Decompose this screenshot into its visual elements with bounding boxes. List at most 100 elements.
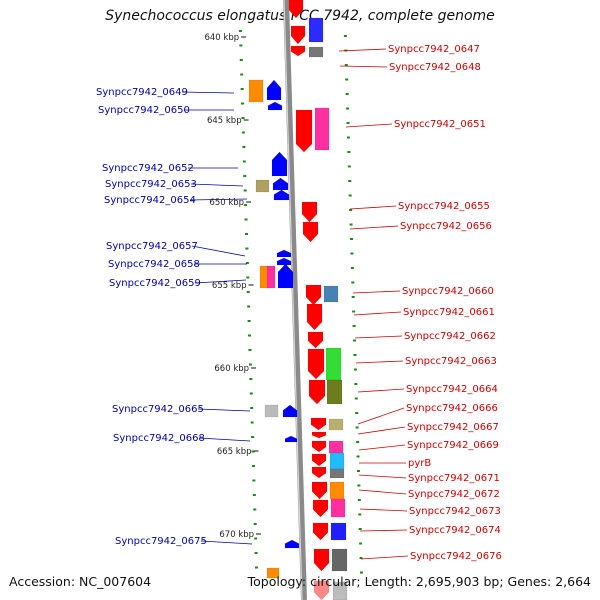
gene-leader-line [358, 474, 407, 479]
gene-feature [308, 379, 326, 405]
scale-tick-left [248, 349, 252, 351]
map-title: Synechococcus elongatus PCC 7942, comple… [105, 8, 495, 24]
genome-summary-text: Topology: circular; Length: 2,695,903 bp… [247, 574, 591, 589]
scale-tick-right [351, 281, 355, 284]
backbone-highlight [283, 0, 303, 600]
gene-feature [301, 201, 318, 223]
gene-feature [266, 567, 280, 579]
gene-feature [329, 452, 345, 470]
scale-tick-left [251, 436, 255, 438]
gene-leader-line [339, 65, 388, 68]
gene-feature [330, 498, 346, 518]
gene-label-synpcc7942_0659: Synpcc7942_0659 [109, 278, 201, 289]
scale-tick-right [355, 412, 359, 414]
gene-leader-line [357, 426, 406, 435]
scale-tick-right [356, 441, 360, 443]
scale-tick-right [343, 35, 347, 37]
gene-feature [305, 284, 322, 306]
scale-tick-left [249, 392, 253, 395]
gene-label-synpcc7942_0667: Synpcc7942_0667 [407, 422, 499, 433]
scale-tick-left [253, 508, 257, 511]
scale-tick-right [347, 151, 351, 153]
gene-leader-line [359, 508, 408, 512]
gene-leader-line [190, 183, 244, 187]
gene-leader-line [345, 123, 393, 128]
gene-label-synpcc7942_0672: Synpcc7942_0672 [408, 489, 500, 500]
scale-tick-right [359, 557, 363, 559]
gene-feature [312, 499, 329, 518]
scale-tick-left [247, 320, 251, 322]
gene-leader-line [358, 444, 406, 451]
gene-label-synpcc7942_0655: Synpcc7942_0655 [398, 201, 490, 212]
scale-tick-right [346, 107, 350, 110]
scale-tick-left [239, 59, 243, 61]
scale-tick-left [253, 523, 257, 525]
scale-tick-left [254, 552, 258, 554]
gene-feature [308, 17, 324, 43]
scale-tick-left [238, 30, 242, 32]
scale-tick-right [351, 296, 355, 298]
gene-label-synpcc7942_0669: Synpcc7942_0669 [407, 440, 499, 451]
scale-tick-left [244, 218, 248, 221]
scale-tick-left [250, 407, 254, 409]
scale-tick-right [345, 93, 349, 95]
gene-leader-line [349, 205, 397, 210]
gene-leader-line [338, 48, 387, 52]
scale-tick-right [350, 252, 354, 255]
gene-feature [311, 481, 328, 500]
gene-label-synpcc7942_0648: Synpcc7942_0648 [389, 62, 481, 73]
scale-tick-right [346, 136, 350, 139]
gene-feature [329, 481, 345, 500]
gene-label-synpcc7942_0653: Synpcc7942_0653 [105, 179, 197, 190]
gene-feature [302, 221, 319, 243]
scale-tick-left [244, 204, 248, 206]
gene-leader-line [357, 388, 405, 393]
scale-tick-right [350, 267, 354, 269]
gene-label-synpcc7942_0647: Synpcc7942_0647 [388, 44, 480, 55]
gene-leader-line [198, 437, 251, 442]
gene-feature [313, 548, 330, 572]
scale-tick-right [358, 528, 362, 530]
scale-tick-right [353, 339, 357, 342]
gene-feature [323, 285, 339, 303]
gene-feature [310, 417, 327, 431]
scale-tick-right [348, 194, 352, 197]
scale-tick-left [241, 102, 245, 105]
scale-tick-right [357, 499, 361, 501]
scale-tick-left [254, 566, 258, 569]
gene-feature [330, 522, 347, 541]
gene-label-synpcc7942_0661: Synpcc7942_0661 [403, 307, 495, 318]
gene-feature [295, 109, 313, 153]
gene-leader-line [357, 407, 405, 425]
gene-feature [326, 379, 343, 405]
gene-feature [311, 466, 327, 479]
gene-feature [311, 431, 327, 439]
gene-feature [255, 179, 270, 193]
scale-tick-left [248, 334, 252, 337]
scale-tick-left [251, 450, 255, 453]
scale-tick-left [242, 160, 246, 163]
gene-feature [308, 46, 324, 58]
gene-feature [328, 440, 344, 454]
scale-tick-right [346, 122, 350, 124]
scale-tick-left [244, 233, 248, 235]
gene-leader-line [353, 311, 402, 316]
scale-tick-right [347, 165, 351, 168]
scale-tick-right [357, 484, 361, 487]
scale-mark-label: 650 kbp [209, 198, 244, 208]
gene-label-synpcc7942_0662: Synpcc7942_0662 [404, 331, 496, 342]
gene-label-synpcc7942_0665: Synpcc7942_0665 [112, 404, 204, 415]
scale-tick-right [353, 368, 357, 371]
scale-tick-left [241, 131, 245, 134]
scale-tick-right [349, 238, 353, 240]
scale-tick-right [359, 571, 363, 574]
gene-feature [314, 107, 330, 151]
gene-feature [266, 79, 282, 101]
gene-label-synpcc7942_0663: Synpcc7942_0663 [405, 356, 497, 367]
gene-label-synpcc7942_0660: Synpcc7942_0660 [402, 286, 494, 297]
gene-leader-line [360, 555, 409, 560]
gene-leader-line [191, 245, 246, 257]
scale-tick-right [358, 513, 362, 516]
scale-tick-right [344, 64, 348, 66]
gene-label-synpcc7942_0651: Synpcc7942_0651 [394, 119, 486, 130]
